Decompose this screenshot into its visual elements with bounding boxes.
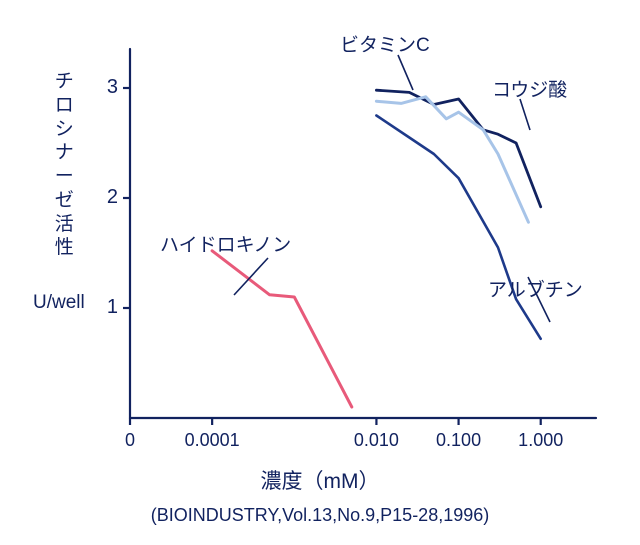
chart-citation: (BIOINDUSTRY,Vol.13,No.9,P15-28,1996) bbox=[0, 505, 640, 526]
x-axis-title: 濃度（mM） bbox=[0, 465, 640, 495]
x-tick-label: 0 bbox=[125, 430, 135, 451]
series-label: ハイドロキノン bbox=[160, 230, 291, 257]
y-axis-unit: U/well bbox=[33, 292, 85, 314]
series-label: コウジ酸 bbox=[492, 75, 567, 102]
y-axis-title: チロシナーゼ活性 bbox=[53, 70, 76, 260]
series-label: ビタミンC bbox=[340, 30, 430, 57]
y-tick-label: 2 bbox=[90, 186, 118, 209]
tyrosinase-activity-chart: チロシナーゼ活性 U/well 濃度（mM） (BIOINDUSTRY,Vol.… bbox=[0, 0, 640, 545]
x-tick-label: 0.100 bbox=[436, 430, 481, 451]
x-tick-label: 0.010 bbox=[354, 430, 399, 451]
x-tick-label: 1.000 bbox=[518, 430, 563, 451]
series-label: アルブチン bbox=[488, 275, 583, 302]
y-tick-label: 1 bbox=[90, 296, 118, 319]
x-tick-label: 0.0001 bbox=[185, 430, 240, 451]
y-tick-label: 3 bbox=[90, 76, 118, 99]
